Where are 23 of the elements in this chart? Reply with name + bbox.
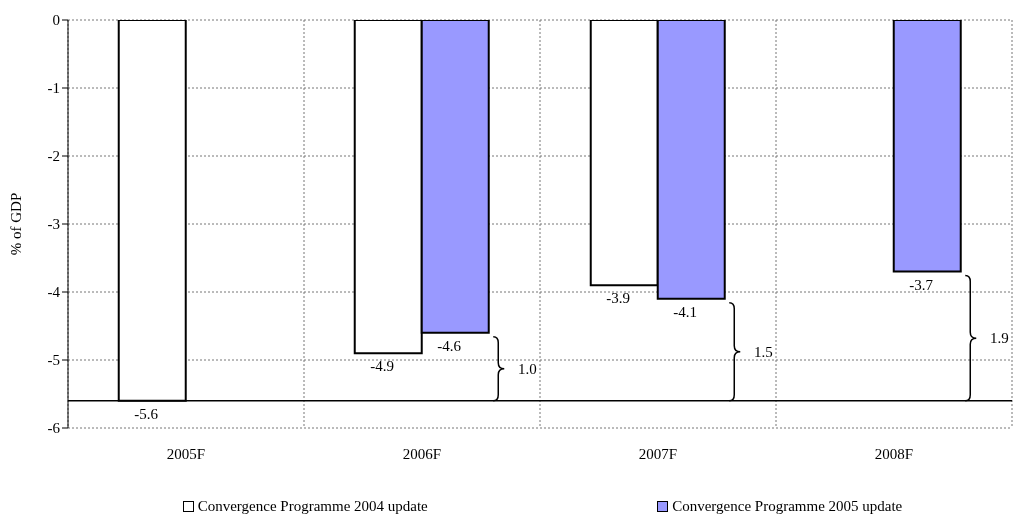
y-tick-label: -6 — [47, 420, 61, 437]
annotation: 1.9 — [989, 330, 1009, 347]
y-tick-label: 0 — [52, 12, 60, 29]
y-tick-label: -2 — [47, 148, 60, 165]
y-tick-label: -3 — [47, 216, 60, 233]
x-tick-label: 2007F — [638, 445, 678, 462]
y-tick-label: -4 — [47, 284, 61, 301]
y-axis-title: % of GDP — [8, 192, 25, 256]
y-tick-label: -1 — [47, 80, 60, 97]
annotation: 1.5 — [753, 343, 773, 360]
legend-label: Convergence Programme 2004 update — [197, 498, 428, 515]
data-label: -4.1 — [673, 303, 698, 320]
y-tick-label: -5 — [47, 352, 60, 369]
data-label: -3.7 — [909, 276, 934, 293]
data-label: -5.6 — [134, 405, 159, 422]
annotation: 1.0 — [517, 360, 537, 377]
x-tick-label: 2006F — [402, 445, 442, 462]
x-tick-label: 2005F — [166, 445, 206, 462]
x-tick-label: 2008F — [874, 445, 914, 462]
data-label: -4.6 — [437, 337, 462, 354]
data-label: -4.9 — [370, 358, 395, 375]
data-label: -3.9 — [606, 290, 631, 307]
legend-label: Convergence Programme 2005 update — [672, 498, 903, 515]
